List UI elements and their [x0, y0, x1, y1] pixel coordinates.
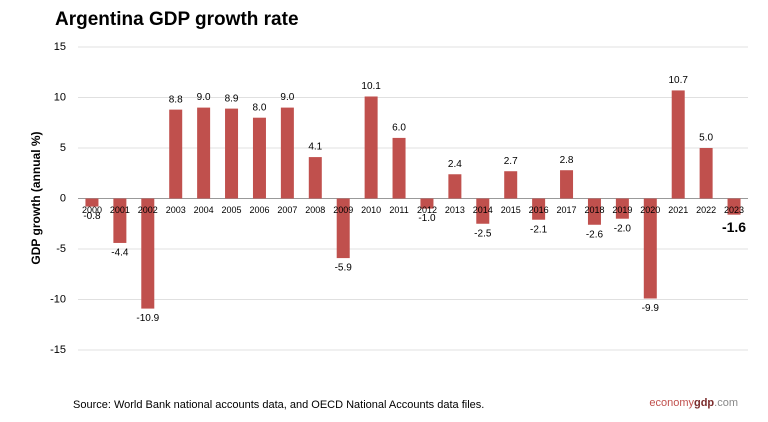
value-label: 9.0: [280, 92, 294, 103]
brand-part: gdp: [694, 397, 714, 409]
bar: [169, 109, 183, 199]
bar: [392, 137, 406, 199]
chart-title: Argentina GDP growth rate: [55, 9, 299, 30]
bar: [560, 170, 574, 199]
x-tick-label: 2019: [612, 205, 632, 215]
x-tick-label: 2014: [473, 205, 493, 215]
bar: [615, 198, 629, 219]
x-tick-label: 2005: [222, 205, 242, 215]
x-tick-label: 2013: [445, 205, 465, 215]
value-label: -0.8: [83, 211, 101, 222]
value-label: 8.9: [225, 93, 239, 104]
y-tick-label: -15: [50, 344, 66, 356]
x-tick-label: 2017: [557, 205, 577, 215]
value-label: 2.8: [560, 155, 574, 166]
value-label: -9.9: [642, 303, 660, 314]
value-label: -4.4: [111, 248, 129, 259]
x-tick-label: 2010: [361, 205, 381, 215]
value-label: -2.0: [614, 223, 632, 234]
bar: [364, 96, 378, 199]
value-label: -5.9: [335, 263, 353, 274]
bar: [252, 117, 266, 199]
value-label: -2.5: [474, 228, 492, 239]
x-tick-label: 2023: [724, 205, 744, 215]
value-label: 10.1: [361, 81, 381, 92]
x-tick-label: 2002: [138, 205, 158, 215]
x-tick-label: 2008: [305, 205, 325, 215]
brand-part: economy: [649, 397, 694, 409]
bar: [85, 198, 99, 207]
y-axis-label: GDP growth (annual %): [29, 131, 43, 264]
bar: [141, 198, 155, 309]
bar: [280, 107, 294, 199]
x-tick-label: 2009: [333, 205, 353, 215]
bar: [336, 198, 350, 259]
value-label: -2.1: [530, 224, 548, 235]
value-label: 4.1: [308, 142, 322, 153]
x-tick-label: 2022: [696, 205, 716, 215]
x-tick-label: 2006: [249, 205, 269, 215]
x-tick-label: 2007: [277, 205, 297, 215]
x-tick-label: 2001: [110, 205, 130, 215]
x-tick-label: 2012: [417, 205, 437, 215]
value-label: 2.7: [504, 156, 518, 167]
x-tick-label: 2018: [584, 205, 604, 215]
bar: [643, 198, 657, 299]
value-label: 8.8: [169, 94, 183, 105]
bar: [476, 198, 490, 224]
bar: [587, 198, 601, 225]
bar: [308, 157, 322, 199]
bar: [699, 148, 713, 199]
value-label: -10.9: [136, 313, 159, 324]
value-label: -2.6: [586, 229, 604, 240]
x-tick-label: 2021: [668, 205, 688, 215]
value-label: 8.0: [253, 102, 267, 113]
brand-part: .com: [714, 397, 738, 409]
y-tick-label: 10: [54, 91, 66, 103]
bar: [671, 90, 685, 199]
x-tick-label: 2003: [166, 205, 186, 215]
value-label: 5.0: [699, 133, 713, 144]
x-tick-label: 2004: [194, 205, 214, 215]
x-tick-label: 2020: [640, 205, 660, 215]
bar: [448, 174, 462, 199]
brand: economygdp.com: [649, 397, 738, 409]
bar: [113, 198, 127, 243]
x-tick-label: 2000: [82, 205, 102, 215]
y-tick-label: 0: [60, 192, 66, 204]
bar: [420, 198, 434, 209]
y-tick-label: 5: [60, 142, 66, 154]
source-note: Source: World Bank national accounts dat…: [73, 399, 484, 411]
x-tick-label: 2011: [389, 205, 408, 215]
y-tick-label: -10: [50, 293, 66, 305]
x-tick-label: 2015: [501, 205, 521, 215]
value-label: 6.0: [392, 123, 406, 134]
value-label: -1.0: [418, 213, 436, 224]
value-label: 2.4: [448, 159, 462, 170]
y-tick-label: -5: [56, 243, 66, 255]
value-label: 10.7: [668, 75, 688, 86]
bar: [197, 107, 211, 199]
bar: [532, 198, 546, 220]
bar: [225, 108, 239, 199]
bar: [504, 171, 518, 199]
y-tick-label: 15: [54, 41, 66, 53]
value-label: -1.6: [722, 219, 746, 235]
bar: [727, 198, 741, 215]
x-tick-label: 2016: [529, 205, 549, 215]
value-label: 9.0: [197, 92, 211, 103]
